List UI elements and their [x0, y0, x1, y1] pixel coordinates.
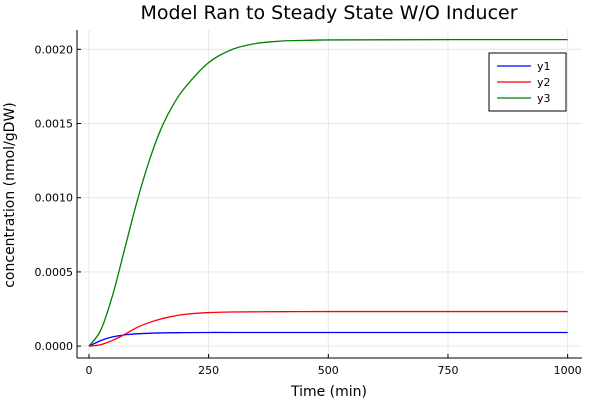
x-tick-label: 750 [437, 364, 458, 377]
legend-label-y1: y1 [537, 60, 551, 73]
y-tick-label: 0.0015 [35, 118, 74, 131]
chart-title: Model Ran to Steady State W/O Inducer [140, 2, 517, 24]
x-tick-label: 1000 [554, 364, 582, 377]
x-tick-label: 250 [198, 364, 219, 377]
y-axis-label: concentration (nmol/gDW) [2, 102, 18, 288]
tick-labels: 0 250 500 750 1000 0.0000 0.0005 0.0010 0.0015 0.… [35, 43, 582, 377]
grid [77, 30, 582, 358]
legend: y1 y2 y3 [488, 52, 567, 112]
x-tick-label: 500 [318, 364, 339, 377]
series-lines [88, 38, 568, 347]
y-tick-label: 0.0010 [35, 192, 74, 205]
series-line-y2 [88, 310, 568, 347]
x-tick-label: 0 [85, 364, 92, 377]
series-line-y3 [88, 38, 568, 347]
series-line-y1 [88, 331, 568, 347]
legend-label-y2: y2 [537, 76, 551, 89]
x-axis-label: Time (min) [290, 384, 367, 400]
legend-label-y3: y3 [537, 92, 551, 105]
axes [76, 30, 582, 359]
y-tick-label: 0.0020 [35, 43, 74, 56]
y-tick-label: 0.0005 [35, 266, 74, 279]
y-tick-label: 0.0000 [35, 340, 74, 353]
